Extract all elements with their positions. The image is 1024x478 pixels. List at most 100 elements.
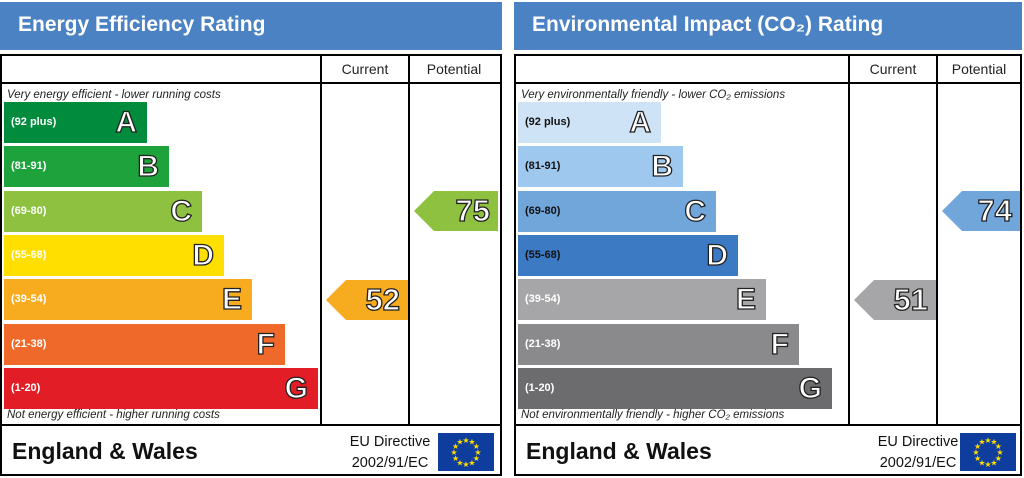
band-range-label: (55-68) <box>525 248 561 261</box>
eu-stars-icon: ★★★★★★★★★★★★ <box>450 436 481 469</box>
potential-arrow-polygon <box>414 191 498 232</box>
band-letter: G <box>284 371 309 405</box>
rating-bar-a: (92 plus) A <box>518 102 661 143</box>
rating-bar-f: (21-38) F <box>4 323 285 365</box>
potential-rating-arrow: 75 <box>414 191 498 232</box>
eu-star: ★ <box>978 438 985 447</box>
eu-directive: EU Directive 2002/91/EC <box>870 432 966 474</box>
band-range-label: (39-54) <box>11 293 47 306</box>
band-range-label: (69-80) <box>11 204 47 217</box>
current-rating-arrow: 52 <box>326 279 408 320</box>
band-range-label: (69-80) <box>525 204 561 217</box>
column-divider <box>848 56 850 426</box>
band-range-label: (1-20) <box>525 381 555 394</box>
band-letter: F <box>256 327 276 361</box>
current-arrow-shape <box>854 279 936 320</box>
footer-region: England & Wales <box>526 438 712 464</box>
rating-bar-g: (1-20) G <box>518 367 832 409</box>
band-letter: A <box>115 105 138 139</box>
eu-star: ★ <box>995 442 1002 451</box>
rating-bar-f: (21-38) F <box>518 323 799 365</box>
band-range-label: (21-38) <box>525 337 561 350</box>
potential-rating-arrow: 74 <box>942 191 1020 232</box>
band-letter: B <box>651 150 674 184</box>
band-range-label: (1-20) <box>11 381 41 394</box>
eu-star: ★ <box>468 438 475 447</box>
panel-title: Environmental Impact (CO₂) Rating <box>514 2 1022 50</box>
eu-star: ★ <box>995 454 1002 463</box>
band-letter: C <box>684 194 707 228</box>
current-arrow-shape <box>326 279 408 320</box>
eu-star: ★ <box>462 436 469 445</box>
eu-star: ★ <box>990 438 997 447</box>
eu-directive-line1: EU Directive <box>877 434 959 450</box>
band-letter: B <box>137 150 160 184</box>
eu-directive-line2: 2002/91/EC <box>879 455 957 471</box>
eu-star: ★ <box>468 458 475 467</box>
eu-star: ★ <box>452 442 459 451</box>
eu-star: ★ <box>974 442 981 451</box>
eu-star: ★ <box>984 436 991 445</box>
band-range-label: (39-54) <box>525 293 561 306</box>
eu-star: ★ <box>456 458 463 467</box>
band-range-label: (92 plus) <box>11 116 57 128</box>
eu-star: ★ <box>462 460 469 469</box>
column-divider <box>936 56 938 426</box>
top-note: Very energy efficient - lower running co… <box>7 89 221 101</box>
current-arrow-polygon <box>326 279 408 320</box>
rating-bar-e: (39-54) E <box>518 279 766 321</box>
column-header-potential: Potential <box>426 61 482 77</box>
eu-flag-icon: ★ ★ ★ ★ ★ ★ ★ ★ ★ ★ ★ ★ <box>438 433 494 471</box>
footer-divider <box>516 424 1020 426</box>
column-header-potential: Potential <box>951 61 1007 77</box>
eu-star: ★ <box>984 460 991 469</box>
eu-star: ★ <box>473 442 480 451</box>
band-range-label: (92 plus) <box>525 116 571 128</box>
footer-divider <box>2 424 500 426</box>
header-divider <box>2 82 500 84</box>
eu-star: ★ <box>978 458 985 467</box>
band-range-label: (81-91) <box>525 160 561 173</box>
environmental-impact-panel: Environmental Impact (CO₂) Rating Curren… <box>512 0 1024 478</box>
potential-arrow-shape <box>942 191 1020 232</box>
band-range-label: (21-38) <box>11 337 47 350</box>
column-divider <box>408 56 410 426</box>
eu-star: ★ <box>972 448 979 457</box>
potential-arrow-polygon <box>942 191 1020 232</box>
rating-bar-d: (55-68) D <box>518 234 738 276</box>
rating-bar-a: (92 plus) A <box>4 102 147 143</box>
footer-region: England & Wales <box>12 438 198 464</box>
chart-frame: Current Potential Very environmentally fri… <box>514 54 1022 476</box>
current-rating-value: 51 <box>893 281 929 317</box>
potential-rating-value: 74 <box>977 192 1013 229</box>
eu-directive: EU Directive 2002/91/EC <box>342 432 438 474</box>
eu-stars-icon: ★★★★★★★★★★★★ <box>972 436 1003 469</box>
top-note: Very environmentally friendly - lower CO… <box>521 89 786 101</box>
bottom-note: Not energy efficient - higher running co… <box>7 409 220 421</box>
column-header-current: Current <box>869 61 917 77</box>
band-range-label: (55-68) <box>11 248 47 261</box>
rating-bar-d: (55-68) D <box>4 234 224 276</box>
eu-directive-line1: EU Directive <box>349 434 431 450</box>
eu-flag-icon: ★ ★ ★ ★ ★ ★ ★ ★ ★ ★ ★ ★ <box>960 433 1016 471</box>
rating-bar-c: (69-80) C <box>4 190 202 232</box>
current-rating-arrow: 51 <box>854 279 936 320</box>
rating-bar-b: (81-91) B <box>4 146 169 188</box>
column-divider <box>320 56 322 426</box>
eu-star: ★ <box>974 454 981 463</box>
eu-star: ★ <box>474 448 481 457</box>
energy-efficiency-panel: Energy Efficiency Rating Current Potentia… <box>0 0 504 478</box>
rating-bar-b: (81-91) B <box>518 146 683 188</box>
eu-star: ★ <box>990 458 997 467</box>
chart-frame: Current Potential Very energy efficient - … <box>0 54 502 476</box>
header-divider <box>516 82 1020 84</box>
band-letter: E <box>221 283 242 317</box>
band-letter: G <box>798 371 823 405</box>
current-arrow-polygon <box>854 279 936 320</box>
band-letter: A <box>629 105 652 139</box>
bottom-note: Not environmentally friendly - higher CO… <box>521 409 785 421</box>
rating-bar-e: (39-54) E <box>4 279 252 321</box>
potential-arrow-shape <box>414 191 498 232</box>
band-letter: D <box>706 238 729 272</box>
band-range-label: (81-91) <box>11 160 47 173</box>
